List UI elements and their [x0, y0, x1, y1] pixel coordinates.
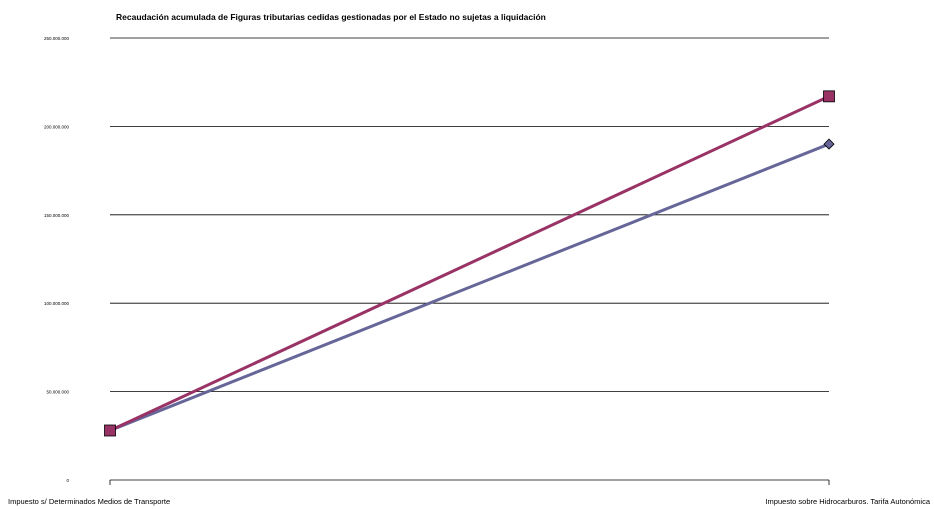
- series-2-marker: [104, 424, 116, 437]
- y-tick-label: 50.000.000: [46, 390, 69, 395]
- x-category-label: Impuesto sobre Hidrocarburos. Tarifa Aut…: [765, 497, 930, 506]
- series-lines: [109, 94, 830, 432]
- chart-title: Recaudación acumulada de Figuras tributa…: [116, 12, 546, 22]
- y-tick-label: 200.000.000: [44, 124, 70, 129]
- series-line-1: [109, 142, 830, 432]
- y-tick-label: 150.000.000: [44, 213, 70, 218]
- y-axis-tick-labels: 0 50.000.000 100.000.000 150.000.000 200.000…: [44, 36, 70, 483]
- series-line-2: [109, 94, 830, 432]
- series-markers: [104, 90, 835, 437]
- series-1-marker: [823, 138, 835, 150]
- y-tick-label: 100.000.000: [44, 301, 70, 306]
- axes: [109, 479, 830, 485]
- y-tick-label: 0: [66, 478, 69, 483]
- x-category-label: Impuesto s/ Determinados Medios de Trans…: [8, 497, 170, 506]
- y-tick-label: 250.000.000: [44, 36, 70, 41]
- series-2-marker: [823, 90, 835, 103]
- x-axis-category-labels: Impuesto s/ Determinados Medios de Trans…: [8, 497, 931, 506]
- gridlines: [110, 37, 829, 393]
